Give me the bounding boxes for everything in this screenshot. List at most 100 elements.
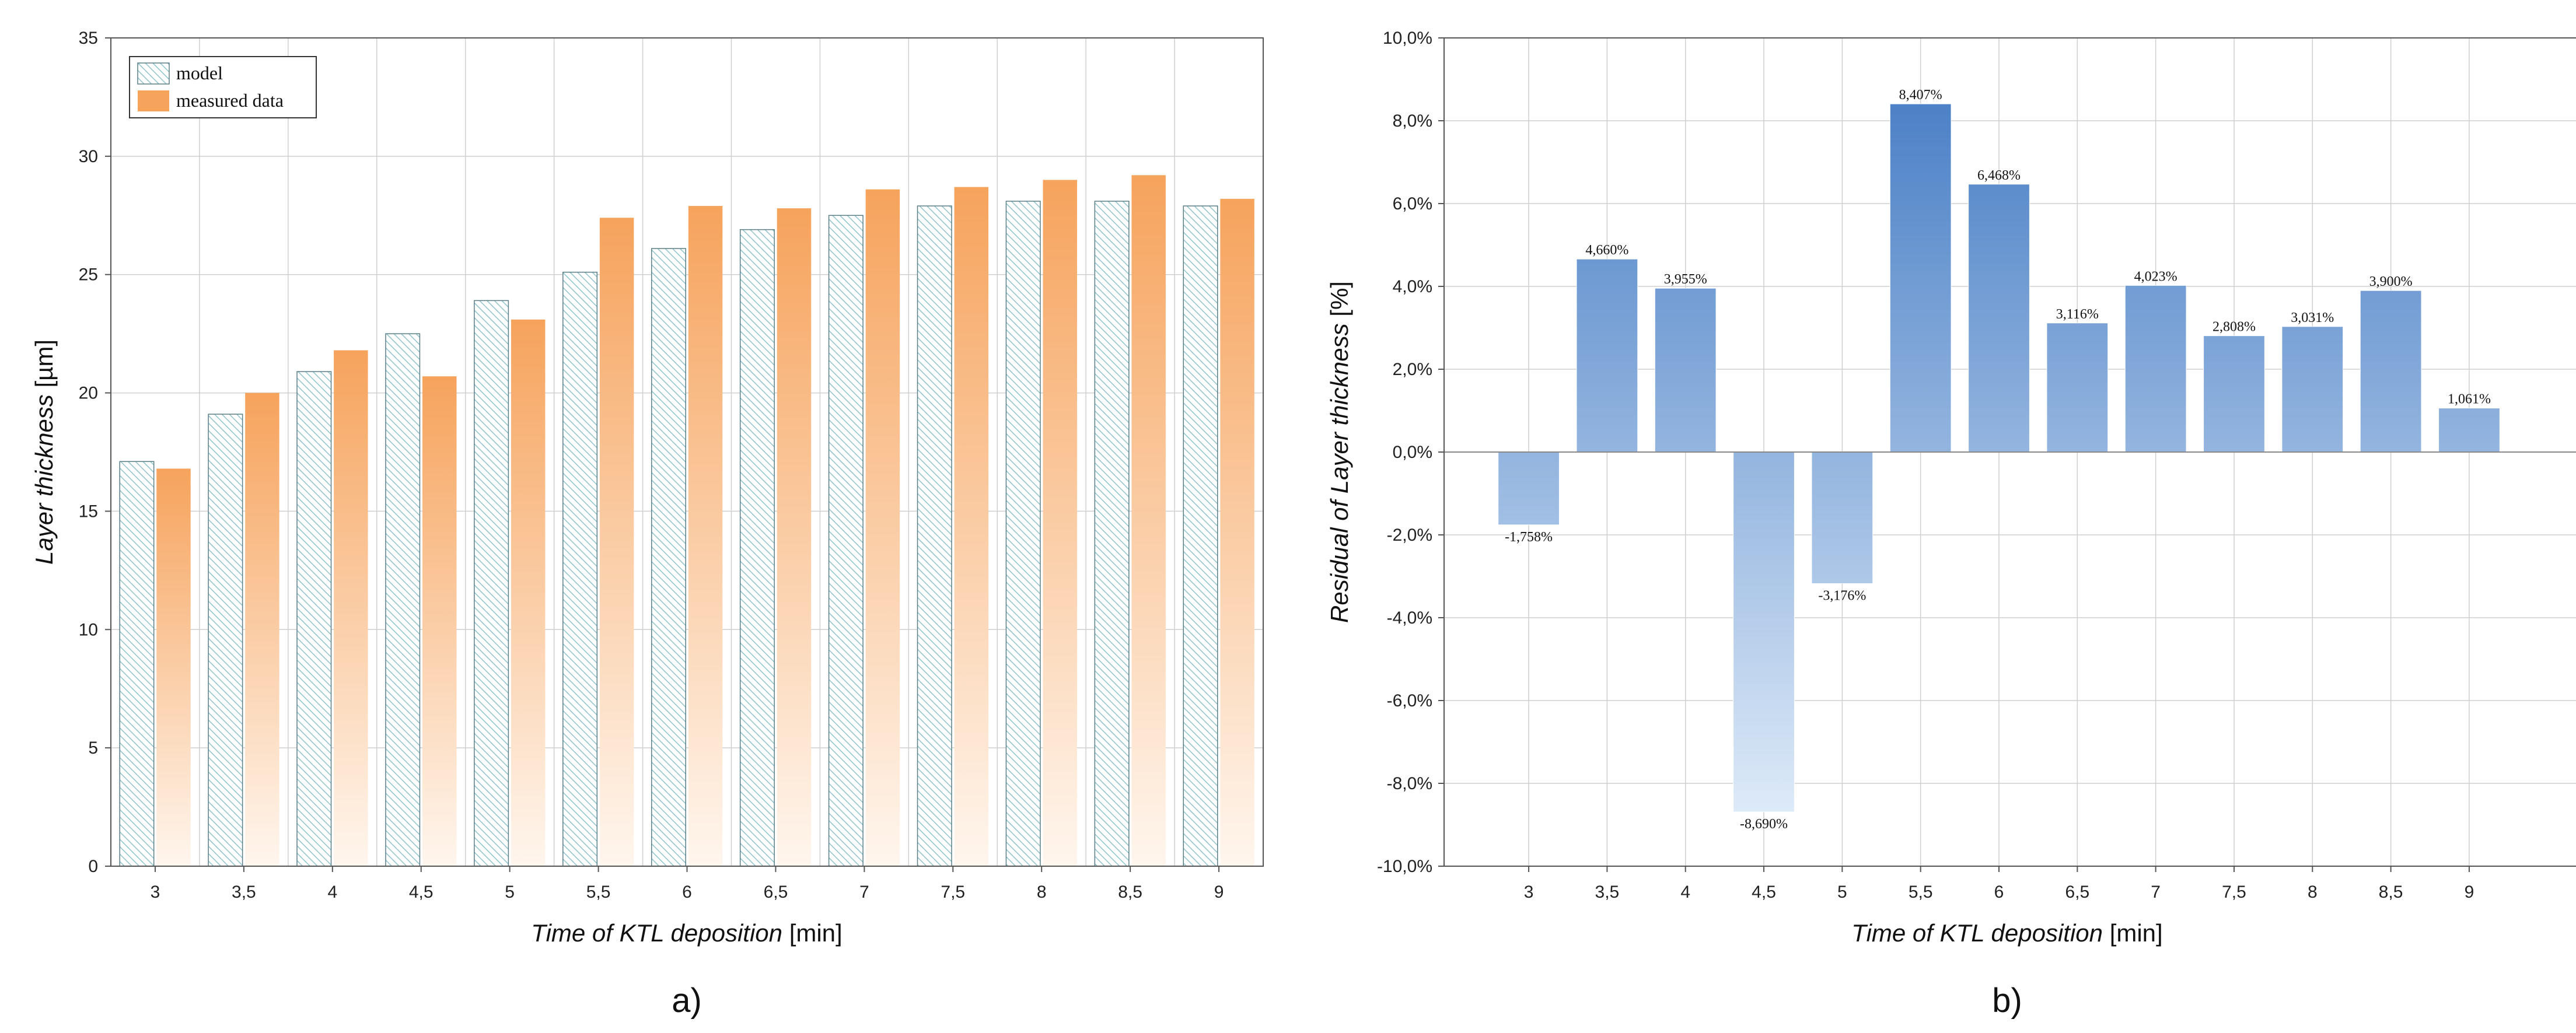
- chart-a-x-tick-label: 4,5: [409, 883, 434, 902]
- bar-data-label: 4,023%: [2134, 269, 2177, 284]
- bar-data-label: -1,758%: [1505, 530, 1553, 545]
- chart-a-x-tick-label: 5,5: [586, 883, 611, 902]
- legend-swatch-model: [137, 62, 170, 85]
- legend-label-model: model: [176, 62, 223, 83]
- chart-b-x-tick-label: 5: [1837, 883, 1847, 902]
- chart-b-y-tick-label: -4,0%: [1387, 608, 1432, 628]
- chart-b-y-tick-label: 2,0%: [1393, 360, 1432, 379]
- chart-a-x-tick-label: 7,5: [941, 883, 965, 902]
- bar-residual: [1733, 451, 1795, 813]
- chart-b-x-tick-label: 7: [2151, 883, 2161, 902]
- chart-b-x-tick-label: 8: [2308, 883, 2318, 902]
- bar-model: [739, 229, 775, 867]
- chart-b-y-ticks: -10,0% -8,0% -6,0% -4,0% -2,0% 0,0% 2,0% 4,0% 6,…: [1377, 29, 1444, 876]
- chart-b-x-tick-label: 3,5: [1595, 883, 1620, 902]
- bar-data-label: -3,176%: [1818, 588, 1866, 603]
- chart-a-y-ticks: 0 5 10 15 20 25 30 35: [79, 29, 111, 876]
- bar-residual: [1968, 184, 2030, 453]
- chart-a-x-tick-label: 4: [327, 883, 337, 902]
- chart-a-x-tick-label: 6: [682, 883, 692, 902]
- bar-model: [917, 205, 952, 867]
- bar-data-label: 2,808%: [2213, 320, 2256, 335]
- chart-a-x-tick-label: 3,5: [232, 883, 256, 902]
- chart-a-x-tick-label: 7: [859, 883, 869, 902]
- chart-b-x-tick-label: 8,5: [2379, 883, 2403, 902]
- bar-model: [119, 461, 155, 867]
- chart-a-y-tick-label: 20: [79, 384, 98, 403]
- bar-model: [1183, 205, 1218, 867]
- chart-b-x-tick-label: 3: [1524, 883, 1534, 902]
- bar-measured: [865, 189, 900, 867]
- bar-residual: [1498, 451, 1560, 526]
- chart-a-x-tick-label: 8: [1037, 883, 1047, 902]
- chart-a-grid: [110, 37, 1264, 867]
- bar-measured: [1220, 198, 1254, 866]
- bar-data-label: 3,031%: [2291, 310, 2334, 325]
- chart-b-y-axis-title: Residual of Layer thickness [%]: [1326, 281, 1353, 623]
- chart-a-x-tick-label: 5: [505, 883, 515, 902]
- chart-a-x-tick-label: 8,5: [1118, 883, 1142, 902]
- bar-measured: [511, 319, 546, 866]
- chart-b-data-labels: -1,758% 4,660% 3,955% -8,690% -3,176% 8,407% 6…: [1505, 87, 2491, 832]
- bar-measured: [599, 218, 634, 866]
- bar-data-label: 6,468%: [1977, 168, 2021, 183]
- chart-b-x-tick-label: 6,5: [2065, 883, 2089, 902]
- bar-measured: [156, 468, 191, 866]
- chart-a-y-tick-label: 5: [88, 738, 98, 758]
- bar-residual: [2360, 290, 2422, 453]
- chart-a-y-tick-label: 15: [79, 502, 98, 521]
- chart-a-x-tick-label: 6,5: [764, 883, 788, 902]
- bar-model: [296, 371, 332, 867]
- chart-a-x-tick-label: 9: [1214, 883, 1224, 902]
- chart-b-x-axis-title: Time of KTL deposition [min]: [1851, 919, 2162, 947]
- chart-b-panel-label: b): [1992, 982, 2022, 1020]
- bar-residual: [2438, 408, 2500, 453]
- bar-model: [385, 333, 421, 867]
- bar-model: [562, 271, 598, 867]
- chart-a-x-axis-title: Time of KTL deposition [min]: [531, 919, 842, 947]
- chart-a-y-tick-label: 25: [79, 265, 98, 285]
- chart-b-x-tick-label: 5,5: [1909, 883, 1933, 902]
- bar-model: [474, 300, 509, 867]
- bar-residual: [2046, 323, 2109, 453]
- bar-data-label: 8,407%: [1899, 87, 1942, 103]
- bar-data-label: 3,116%: [2056, 307, 2099, 322]
- bar-model: [1005, 201, 1041, 867]
- chart-b-x-tick-label: 9: [2465, 883, 2474, 902]
- chart-a-panel-label: a): [672, 982, 702, 1020]
- legend-label-measured: measured data: [176, 90, 284, 111]
- legend-swatch-measured: [138, 90, 169, 111]
- bar-residual: [2124, 285, 2187, 453]
- bar-measured: [954, 187, 989, 867]
- chart-a-bars: [119, 175, 1254, 867]
- chart-b-y-tick-label: 10,0%: [1383, 29, 1432, 48]
- chart-a-y-axis-title: Layer thickness [µm]: [30, 339, 58, 565]
- chart-b-x-tick-label: 6: [1994, 883, 2004, 902]
- bar-model: [1094, 201, 1130, 867]
- chart-a-y-tick-label: 0: [88, 857, 98, 876]
- chart-a: 0 5 10 15 20 25 30 35 3 3,5 4 4,5 5 5,5 6 6,5 7 7,5 8 8,5 9…: [30, 29, 1264, 1020]
- bar-measured: [334, 350, 368, 866]
- bar-residual: [1654, 288, 1717, 453]
- chart-a-plot-frame: [110, 37, 1264, 867]
- bar-model: [208, 414, 243, 867]
- chart-a-y-tick-label: 30: [79, 147, 98, 166]
- bar-model: [651, 248, 686, 867]
- bar-measured: [1043, 180, 1077, 866]
- chart-b-y-tick-label: 8,0%: [1393, 111, 1432, 131]
- chart-b-y-tick-label: 4,0%: [1393, 277, 1432, 296]
- chart-b: -1,758% 4,660% 3,955% -8,690% -3,176% 8,407% 6…: [1326, 29, 2576, 1020]
- chart-b-x-tick-label: 4: [1680, 883, 1690, 902]
- chart-b-x-tick-label: 4,5: [1752, 883, 1776, 902]
- bar-measured: [1131, 175, 1166, 866]
- bar-residual: [1889, 103, 1952, 453]
- bar-model: [828, 215, 864, 867]
- chart-b-y-tick-label: 0,0%: [1393, 443, 1432, 462]
- chart-b-y-tick-label: -8,0%: [1387, 774, 1432, 793]
- chart-a-x-tick-label: 3: [151, 883, 160, 902]
- chart-a-x-ticks: 3 3,5 4 4,5 5 5,5 6 6,5 7 7,5 8 8,5 9: [151, 866, 1224, 902]
- chart-a-y-tick-label: 35: [79, 29, 98, 48]
- bar-residual: [2203, 335, 2265, 453]
- chart-a-y-tick-label: 10: [79, 620, 98, 639]
